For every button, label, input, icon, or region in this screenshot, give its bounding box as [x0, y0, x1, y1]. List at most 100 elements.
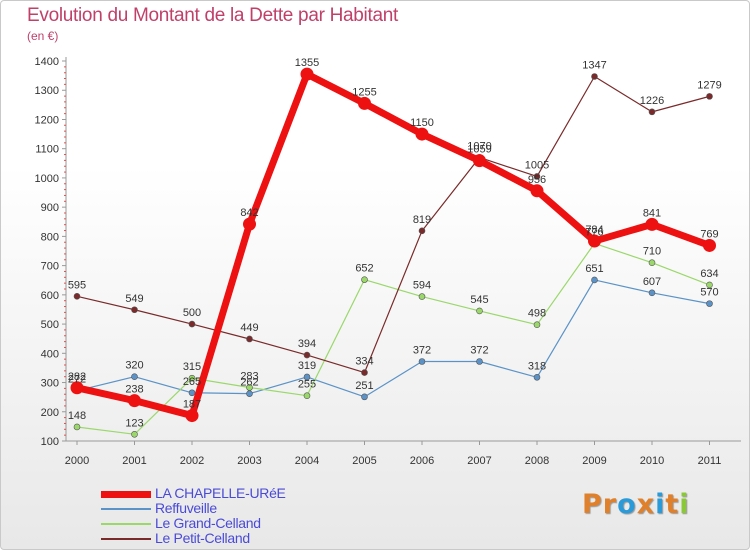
y-tick-label: 900 — [41, 202, 59, 214]
legend-label: LA CHAPELLE-URéE — [155, 485, 286, 501]
data-point — [533, 173, 541, 180]
data-label: 652 — [355, 263, 373, 275]
data-point — [703, 238, 716, 252]
data-label: 1255 — [352, 86, 376, 98]
data-label: 819 — [413, 214, 431, 226]
data-point — [246, 335, 253, 343]
legend-label: Le Grand-Celland — [155, 515, 261, 531]
y-tick-label: 1000 — [35, 173, 59, 185]
proxiti-logo: Proxiti — [582, 489, 690, 520]
y-tick-label: 100 — [41, 436, 59, 448]
data-label: 282 — [68, 371, 86, 383]
data-label: 148 — [68, 410, 86, 422]
data-point — [533, 321, 541, 328]
data-label: 956 — [528, 174, 546, 186]
data-point — [73, 293, 81, 300]
data-point — [131, 430, 138, 438]
data-point — [243, 217, 256, 231]
data-label: 634 — [700, 268, 718, 280]
data-label: 842 — [240, 207, 258, 219]
data-point — [645, 217, 659, 231]
data-point — [188, 320, 196, 328]
data-point — [131, 373, 138, 380]
data-point — [188, 374, 196, 382]
chart-subtitle: (en €) — [27, 29, 59, 43]
data-label: 123 — [125, 417, 143, 429]
legend-swatch — [101, 508, 151, 510]
y-tick-label: 300 — [41, 378, 59, 390]
legend-swatch — [101, 490, 151, 498]
data-label: 262 — [240, 377, 258, 389]
data-label: 498 — [528, 308, 546, 320]
data-label: 283 — [240, 371, 258, 383]
data-point — [303, 373, 311, 381]
y-tick-label: 1100 — [35, 144, 59, 156]
data-point — [303, 351, 311, 359]
data-label: 319 — [298, 360, 316, 372]
x-tick-label: 2008 — [525, 455, 549, 467]
data-label: 776 — [585, 226, 603, 238]
data-label: 1279 — [697, 79, 721, 91]
data-label: 769 — [700, 228, 718, 240]
data-point — [530, 184, 544, 198]
logo-letter: i — [655, 489, 666, 520]
data-point — [706, 281, 713, 289]
data-point — [303, 392, 311, 399]
logo-letter: i — [679, 489, 690, 520]
x-tick-label: 2011 — [698, 455, 722, 467]
data-label: 651 — [585, 263, 603, 275]
x-tick-label: 2006 — [410, 455, 434, 467]
data-label: 1150 — [410, 117, 434, 129]
data-label: 607 — [643, 276, 661, 288]
data-label: 1005 — [525, 159, 549, 171]
data-point — [591, 73, 598, 80]
x-tick-label: 2003 — [237, 455, 261, 467]
series-line-1 — [76, 279, 711, 398]
legend-swatch — [101, 538, 151, 540]
data-point — [588, 234, 601, 248]
legend-label: Reffuveille — [155, 500, 217, 516]
data-label: 334 — [355, 356, 373, 368]
series-line-3 — [76, 75, 711, 374]
logo-letter: x — [636, 489, 656, 520]
data-point — [648, 259, 656, 266]
data-point — [361, 276, 368, 283]
data-point — [128, 394, 141, 408]
data-point — [591, 276, 598, 284]
data-label: 449 — [240, 322, 258, 334]
logo-letter: r — [602, 489, 618, 520]
data-point — [473, 154, 486, 168]
data-point — [70, 381, 84, 395]
data-point — [246, 390, 253, 397]
data-point — [418, 293, 426, 300]
legend-label: Le Petit-Celland — [155, 530, 250, 546]
y-tick-label: 1300 — [35, 85, 59, 97]
data-point — [361, 393, 368, 401]
data-label: 570 — [700, 287, 718, 299]
data-label: 238 — [125, 384, 143, 396]
y-tick-label: 800 — [41, 231, 59, 243]
data-point — [533, 373, 541, 381]
data-label: 1355 — [295, 57, 319, 69]
data-label: 545 — [470, 294, 488, 306]
x-tick-label: 2004 — [295, 455, 319, 467]
data-label: 1347 — [582, 59, 606, 71]
y-tick-label: 700 — [41, 261, 59, 273]
x-tick-label: 2005 — [352, 455, 376, 467]
data-point — [476, 358, 483, 365]
data-label: 272 — [68, 374, 86, 386]
data-label: 251 — [355, 380, 373, 392]
series-line-0 — [73, 70, 713, 420]
y-tick-label: 1200 — [35, 114, 59, 126]
logo-letter: P — [582, 489, 603, 520]
legend-swatch — [101, 523, 151, 525]
data-label: 841 — [643, 207, 661, 219]
y-tick-label: 400 — [41, 348, 59, 360]
data-point — [188, 389, 196, 397]
data-point — [361, 369, 368, 376]
data-label: 595 — [68, 279, 86, 291]
data-point — [300, 67, 314, 81]
data-label: 784 — [585, 224, 603, 236]
